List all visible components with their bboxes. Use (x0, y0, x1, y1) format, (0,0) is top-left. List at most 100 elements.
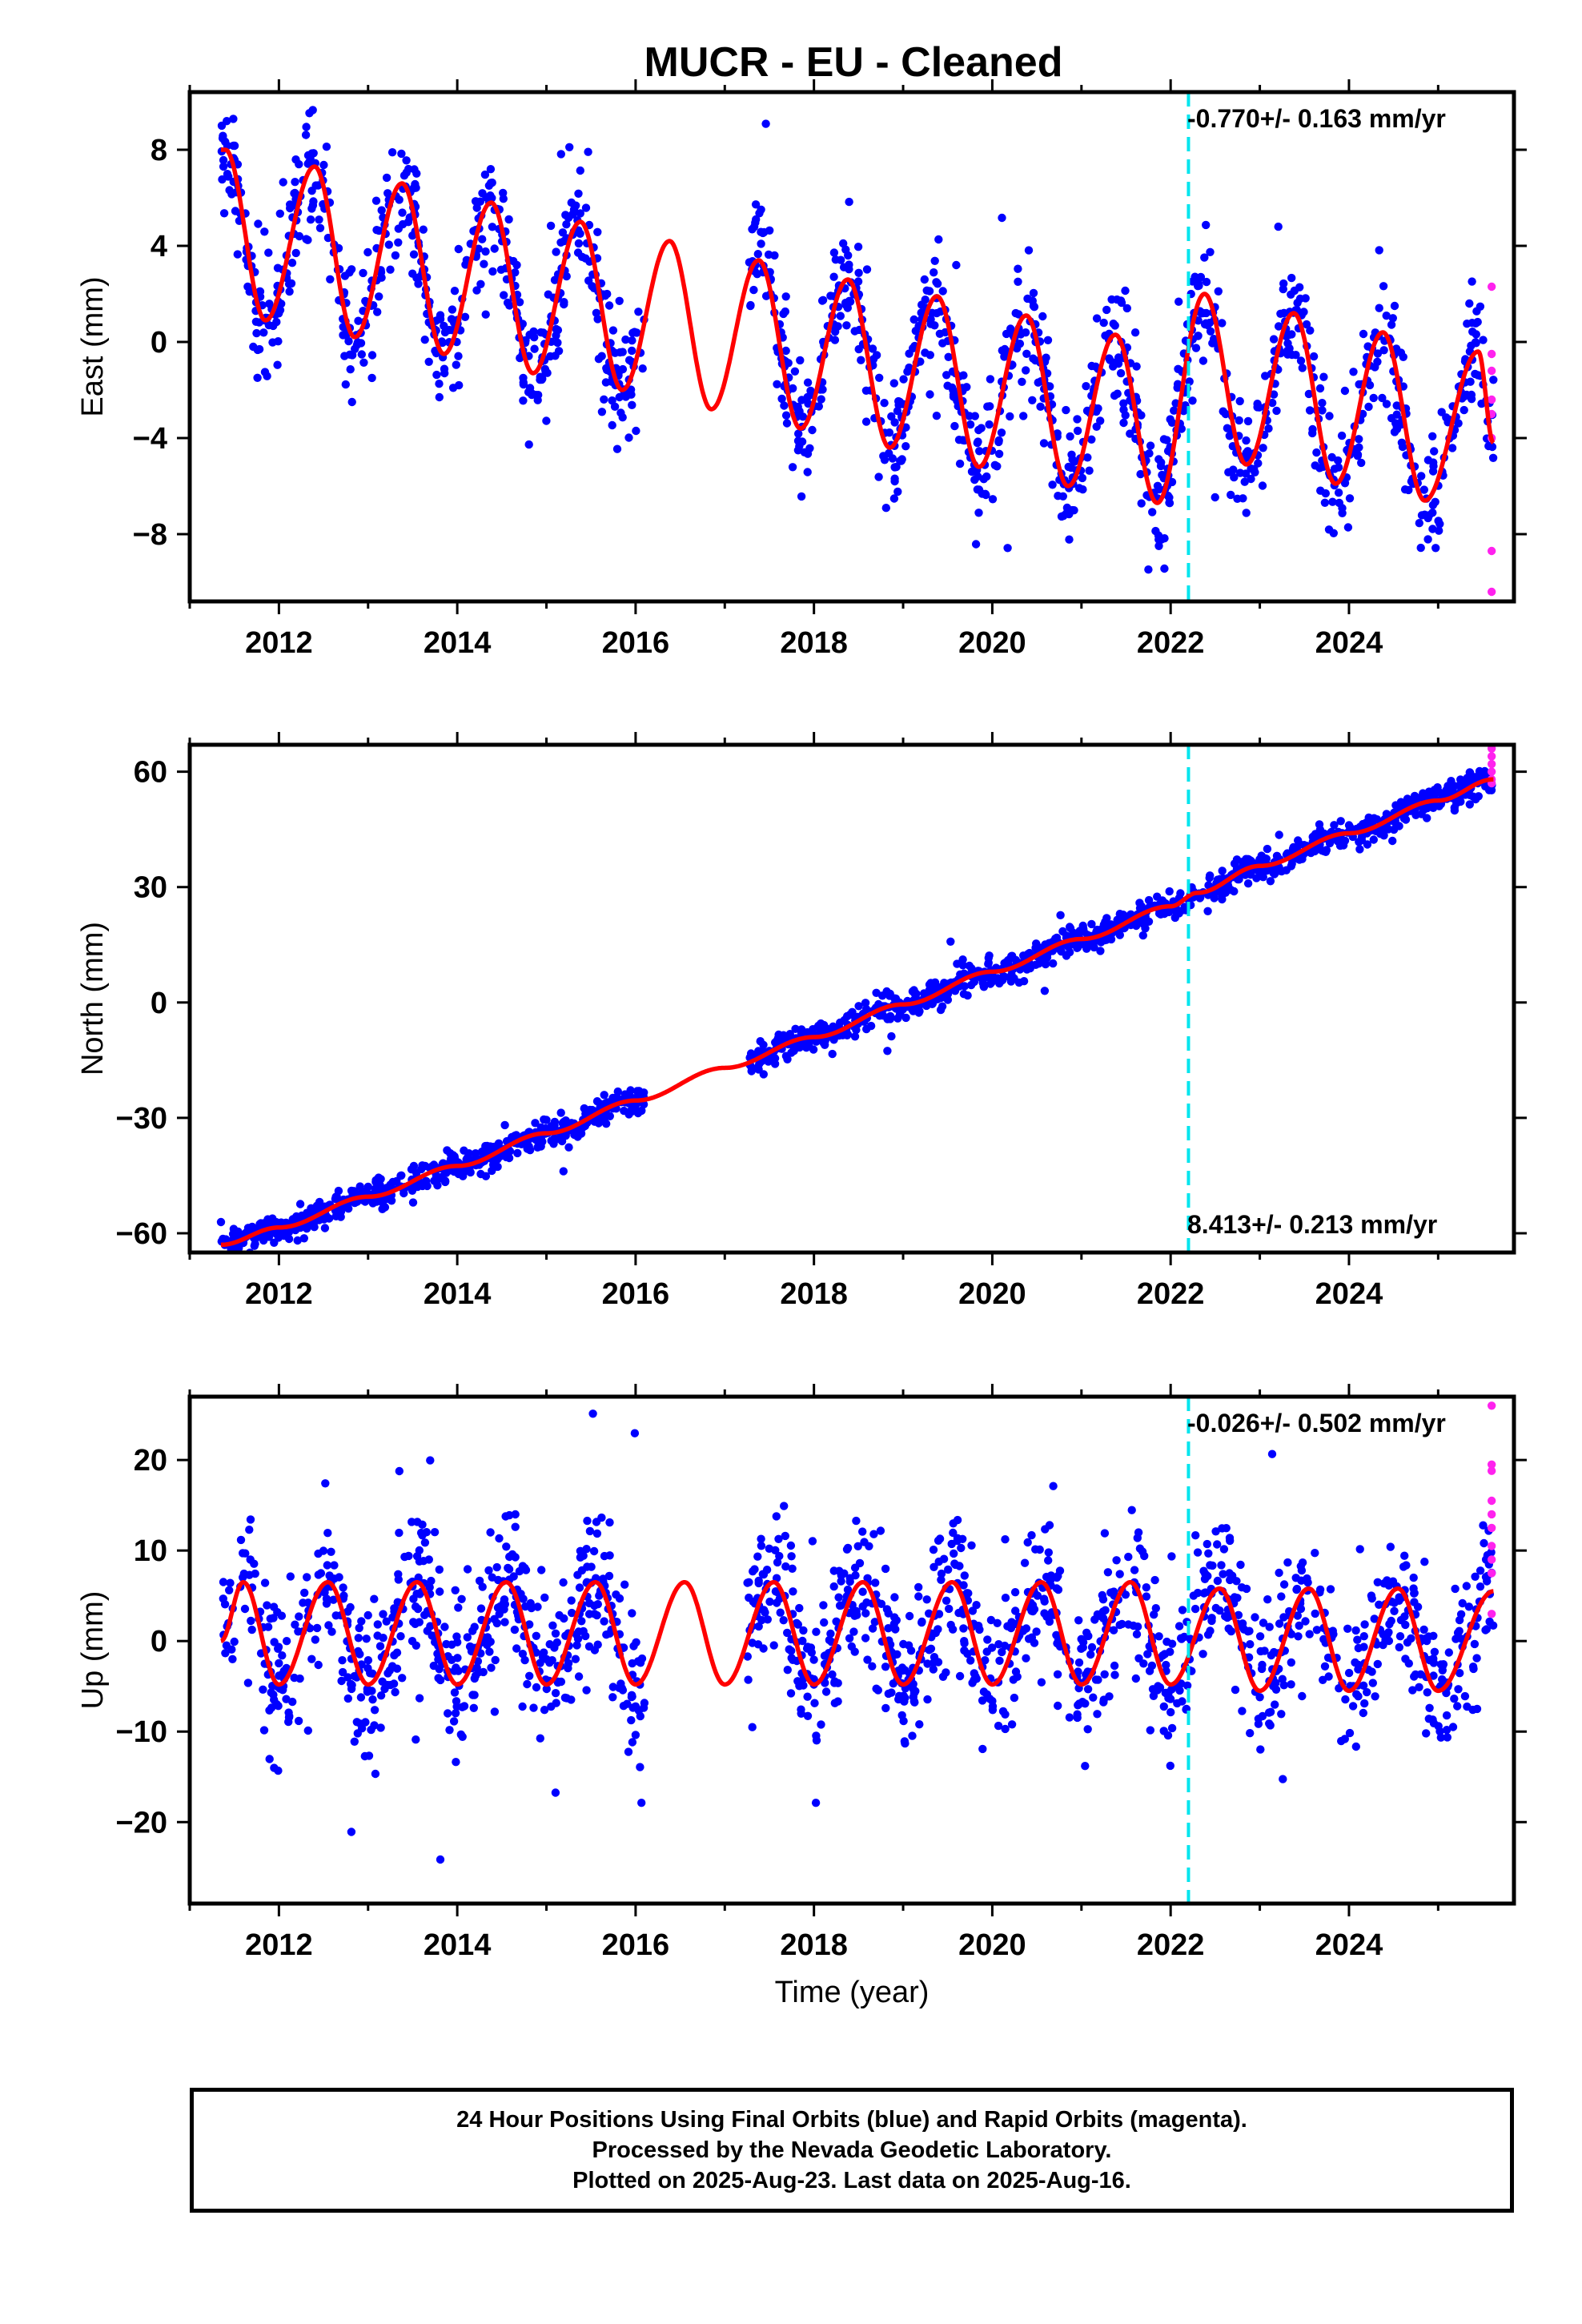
data-point (408, 1198, 418, 1207)
data-point (1294, 1632, 1303, 1641)
x-tick-label: 2024 (1315, 1928, 1383, 1962)
data-point (1468, 277, 1476, 286)
data-point (435, 380, 444, 388)
data-point (564, 213, 573, 223)
data-point (1398, 442, 1407, 452)
data-point (463, 1565, 472, 1574)
data-point (359, 358, 368, 367)
data-point (1410, 1672, 1419, 1681)
data-point (1382, 312, 1391, 320)
data-point (397, 149, 406, 159)
data-point (1041, 959, 1050, 969)
data-point (889, 1679, 898, 1688)
data-point (858, 1527, 867, 1536)
north-panel: 2012 2014 2016 2018 2020 2022 2024−60−3003060N… (76, 732, 1527, 1311)
data-point (1150, 1575, 1159, 1585)
data-point (505, 1147, 515, 1156)
data-point (1266, 877, 1275, 886)
data-point (362, 1634, 371, 1643)
data-point (1206, 1626, 1215, 1635)
data-point (627, 1715, 636, 1725)
data-point (746, 301, 755, 311)
data-point (829, 1582, 838, 1591)
data-point (889, 379, 899, 388)
data-point (1144, 565, 1153, 574)
data-point (354, 1634, 363, 1642)
data-point (890, 418, 899, 427)
data-point (1218, 866, 1227, 875)
data-point (1049, 959, 1058, 968)
data-point (1369, 835, 1379, 844)
data-point (627, 390, 636, 399)
data-point (420, 1161, 430, 1171)
data-point (1154, 541, 1163, 550)
data-point (783, 1666, 792, 1675)
data-point (344, 336, 353, 346)
data-point (745, 1593, 753, 1602)
data-point (1476, 1566, 1485, 1575)
data-point (1476, 1582, 1485, 1591)
data-point (1011, 308, 1020, 318)
data-point (922, 1595, 931, 1604)
data-point (860, 1538, 869, 1546)
data-point (1301, 1617, 1310, 1626)
data-point (373, 308, 382, 316)
data-point (812, 1736, 821, 1745)
data-point (814, 402, 823, 411)
data-point (851, 1571, 860, 1580)
data-point (436, 1173, 444, 1182)
data-point (1062, 405, 1070, 415)
data-point (893, 487, 902, 497)
data-point (515, 298, 524, 307)
data-point (382, 173, 391, 183)
data-point (361, 1718, 370, 1727)
data-point (1040, 1609, 1049, 1618)
data-point (390, 1604, 399, 1613)
data-point (386, 1680, 395, 1690)
data-point (843, 1543, 853, 1553)
rapid-point (1487, 1555, 1496, 1564)
data-point (1066, 432, 1074, 441)
data-point (988, 1696, 997, 1706)
velocity-annotation: 8.413+/- 0.213 mm/yr (1187, 1210, 1437, 1239)
data-point (259, 328, 268, 337)
data-point (876, 1526, 885, 1535)
data-point (1465, 800, 1475, 809)
data-point (1153, 481, 1162, 490)
data-point (457, 1594, 466, 1604)
data-point (1074, 1616, 1083, 1625)
data-point (490, 1614, 499, 1624)
data-point (274, 337, 283, 346)
data-point (546, 221, 556, 231)
data-point (883, 1047, 892, 1055)
data-point (757, 1615, 766, 1625)
data-point (370, 1594, 379, 1603)
data-point (631, 1731, 640, 1739)
data-point (468, 1626, 477, 1635)
data-point (556, 150, 565, 159)
data-point (1032, 1627, 1041, 1636)
data-point (1077, 1634, 1086, 1643)
data-point (1150, 1610, 1158, 1619)
data-point (485, 1647, 494, 1656)
data-point (1328, 497, 1337, 506)
data-point (1378, 393, 1387, 403)
data-point (920, 275, 930, 284)
data-point (901, 442, 910, 451)
x-tick-label: 2022 (1137, 1277, 1205, 1311)
data-point (1243, 416, 1253, 426)
data-point (1413, 1602, 1423, 1611)
data-point (612, 1590, 620, 1599)
y-axis-label: North (mm) (76, 922, 110, 1076)
data-point (540, 1593, 549, 1602)
data-point (291, 155, 300, 164)
x-tick-label: 2020 (958, 1277, 1026, 1311)
data-point (1246, 1729, 1255, 1738)
data-point (1124, 1552, 1133, 1562)
data-point (472, 286, 481, 295)
data-point (415, 1546, 424, 1555)
data-point (1334, 463, 1343, 472)
data-point (986, 375, 995, 384)
data-point (267, 1688, 275, 1697)
x-tick-label: 2012 (245, 1928, 313, 1962)
